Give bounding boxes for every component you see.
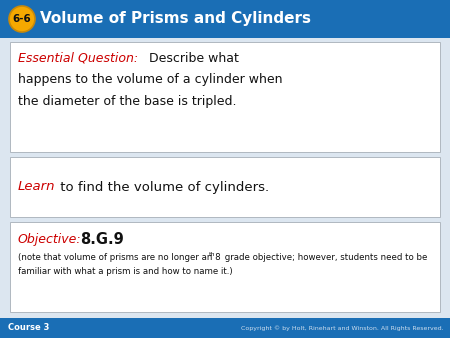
Bar bbox=[0, 318, 450, 338]
Text: 6-6: 6-6 bbox=[13, 14, 32, 24]
FancyBboxPatch shape bbox=[10, 222, 440, 312]
Text: Essential Question:: Essential Question: bbox=[18, 51, 138, 65]
Text: Course 3: Course 3 bbox=[8, 323, 50, 333]
Text: Copyright © by Holt, Rinehart and Winston. All Rights Reserved.: Copyright © by Holt, Rinehart and Winsto… bbox=[241, 325, 444, 331]
Text: the diameter of the base is tripled.: the diameter of the base is tripled. bbox=[18, 96, 237, 108]
Text: Learn: Learn bbox=[18, 180, 55, 193]
Text: Describe what: Describe what bbox=[145, 51, 239, 65]
Text: familiar with what a prism is and how to name it.): familiar with what a prism is and how to… bbox=[18, 267, 233, 276]
FancyBboxPatch shape bbox=[10, 157, 440, 217]
FancyBboxPatch shape bbox=[10, 42, 440, 152]
Circle shape bbox=[9, 6, 35, 32]
Text: to find the volume of cylinders.: to find the volume of cylinders. bbox=[56, 180, 269, 193]
Text: grade objective; however, students need to be: grade objective; however, students need … bbox=[222, 254, 428, 263]
Text: Volume of Prisms and Cylinders: Volume of Prisms and Cylinders bbox=[40, 11, 311, 26]
Text: th: th bbox=[209, 252, 216, 258]
Text: Objective:: Objective: bbox=[18, 234, 81, 246]
Text: (note that volume of prisms are no longer an 8: (note that volume of prisms are no longe… bbox=[18, 254, 220, 263]
Text: 8.G.9: 8.G.9 bbox=[80, 233, 124, 247]
Text: happens to the volume of a cylinder when: happens to the volume of a cylinder when bbox=[18, 73, 283, 87]
Bar bbox=[0, 0, 450, 38]
